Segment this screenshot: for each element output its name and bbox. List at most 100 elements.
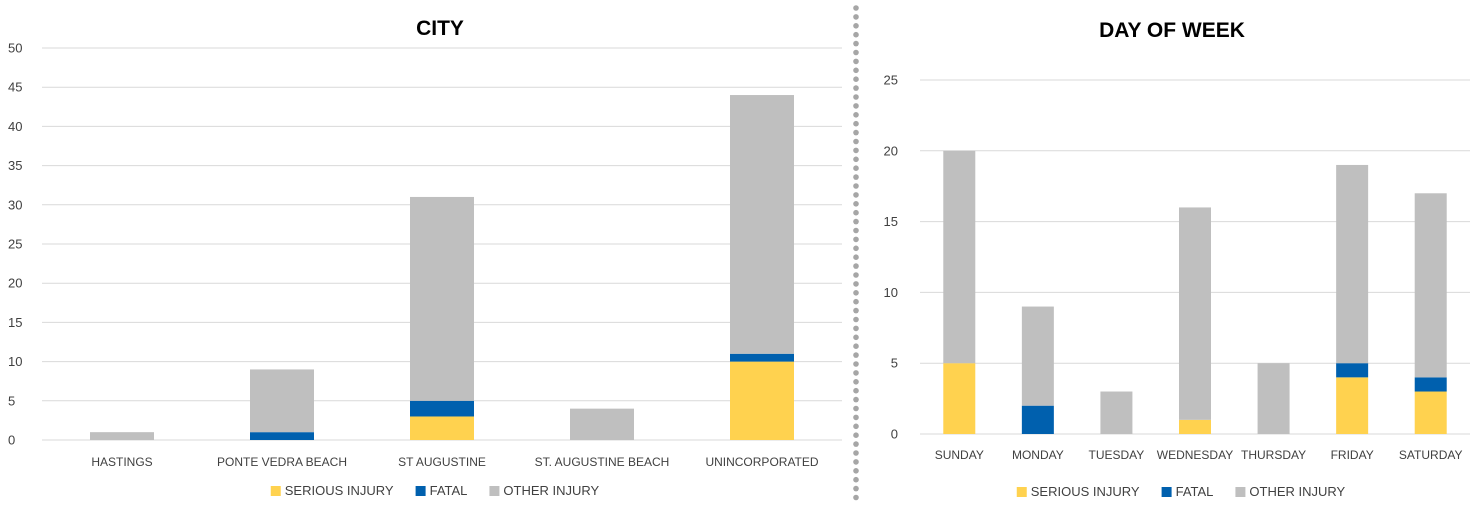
divider-dot bbox=[853, 414, 859, 421]
bar-segment bbox=[410, 400, 474, 417]
divider-dot bbox=[853, 387, 859, 394]
y-tick-label: 50 bbox=[8, 41, 22, 56]
y-tick-label: 0 bbox=[891, 427, 898, 442]
y-tick-label: 15 bbox=[884, 214, 898, 229]
y-tick-label: 10 bbox=[8, 354, 22, 369]
legend: SERIOUS INJURY FATAL OTHER INJURY bbox=[1016, 484, 1346, 499]
x-tick-label: FRIDAY bbox=[1331, 448, 1374, 462]
divider-dot bbox=[853, 58, 859, 65]
legend-swatch bbox=[1161, 487, 1172, 497]
x-tick-label: MONDAY bbox=[1012, 448, 1064, 462]
bar-segment bbox=[730, 95, 794, 354]
y-tick-label: 10 bbox=[884, 285, 898, 300]
divider-dot bbox=[853, 370, 859, 376]
bar-segment bbox=[730, 353, 794, 362]
x-tick-label: PONTE VEDRA BEACH bbox=[217, 455, 347, 469]
legend-item: FATAL bbox=[1161, 484, 1214, 499]
divider-dot bbox=[853, 49, 859, 56]
divider-dot bbox=[853, 23, 859, 29]
y-tick-label: 25 bbox=[8, 237, 22, 252]
y-tick-label: 0 bbox=[8, 433, 15, 448]
divider-dot bbox=[853, 379, 859, 385]
bar-segment bbox=[1336, 377, 1369, 434]
legend-label: FATAL bbox=[1176, 484, 1214, 499]
y-tick-label: 5 bbox=[8, 393, 15, 408]
divider-dot bbox=[853, 147, 859, 154]
y-tick-label: 35 bbox=[8, 158, 22, 173]
legend-swatch bbox=[489, 486, 500, 496]
x-tick-label: HASTINGS bbox=[91, 455, 152, 469]
divider-dot bbox=[853, 334, 859, 341]
divider-dot bbox=[853, 209, 859, 216]
divider-dot bbox=[853, 76, 859, 82]
divider-dot bbox=[853, 423, 859, 430]
divider-dot bbox=[853, 476, 859, 483]
divider-dot bbox=[853, 14, 859, 20]
legend-label: SERIOUS INJURY bbox=[1031, 484, 1140, 499]
bar-segment bbox=[410, 196, 474, 401]
divider-dot bbox=[853, 245, 859, 252]
legend-label: FATAL bbox=[430, 483, 468, 498]
chart-divider bbox=[853, 5, 859, 501]
legend-swatch bbox=[270, 486, 281, 496]
divider-dot bbox=[853, 432, 859, 439]
bar-segment bbox=[730, 361, 794, 440]
bar-segment bbox=[1021, 306, 1054, 406]
x-tick-label: THURSDAY bbox=[1241, 448, 1306, 462]
city-chart: CITY 0 5 10 15 20 25 30 35 40 45 50 HASTINGS PONTE V… bbox=[8, 17, 842, 498]
legend-swatch bbox=[415, 486, 426, 496]
divider-dot bbox=[853, 192, 859, 198]
y-tick-label: 20 bbox=[884, 143, 898, 158]
divider-dot bbox=[853, 307, 859, 314]
x-tick-label: ST AUGUSTINE bbox=[398, 455, 486, 469]
divider-dot bbox=[853, 183, 859, 189]
divider-dot bbox=[853, 31, 859, 38]
bar-segment bbox=[943, 150, 976, 364]
legend-item: FATAL bbox=[415, 483, 468, 498]
x-tick-label: UNINCORPORATED bbox=[705, 455, 818, 469]
x-tick-label: ST. AUGUSTINE BEACH bbox=[535, 455, 670, 469]
divider-dot bbox=[853, 468, 859, 474]
divider-dot bbox=[853, 485, 859, 492]
divider-dot bbox=[853, 227, 859, 234]
divider-dot bbox=[853, 263, 859, 269]
bar-segment bbox=[1179, 419, 1211, 434]
bar-segment bbox=[250, 369, 314, 433]
divider-dot bbox=[853, 441, 859, 447]
divider-dot bbox=[853, 343, 859, 350]
y-tick-label: 45 bbox=[8, 80, 22, 95]
bar-segment bbox=[1021, 405, 1054, 434]
legend-item: SERIOUS INJURY bbox=[270, 483, 394, 498]
divider-dot bbox=[853, 94, 859, 100]
legend-label: OTHER INJURY bbox=[1249, 484, 1345, 499]
y-tick-label: 15 bbox=[8, 315, 22, 330]
divider-dot bbox=[853, 85, 859, 91]
divider-dot bbox=[853, 272, 859, 278]
y-tick-label: 20 bbox=[8, 276, 22, 291]
divider-dot bbox=[853, 218, 859, 225]
divider-dot bbox=[853, 361, 859, 367]
bar-segment bbox=[1100, 391, 1133, 434]
divider-dot bbox=[853, 236, 859, 243]
divider-dot bbox=[853, 316, 859, 323]
divider-dot bbox=[853, 281, 859, 287]
x-tick-label: SATURDAY bbox=[1399, 448, 1463, 462]
y-tick-label: 5 bbox=[891, 356, 898, 371]
y-tick-label: 40 bbox=[8, 119, 22, 134]
bar-segment bbox=[1257, 363, 1290, 434]
divider-dot bbox=[853, 450, 859, 456]
divider-dot bbox=[853, 5, 859, 11]
x-tick-label: SUNDAY bbox=[935, 448, 984, 462]
divider-dot bbox=[853, 165, 859, 171]
bar-segment bbox=[250, 432, 314, 440]
divider-dot bbox=[853, 254, 859, 260]
bar-segment bbox=[1179, 207, 1211, 420]
legend-swatch bbox=[1235, 487, 1246, 497]
divider-dot bbox=[853, 396, 859, 403]
divider-dot bbox=[853, 405, 859, 412]
divider-dot bbox=[853, 112, 859, 118]
divider-dot bbox=[853, 156, 859, 163]
legend-item: OTHER INJURY bbox=[1235, 484, 1346, 499]
divider-dot bbox=[853, 67, 859, 74]
divider-dot bbox=[853, 120, 859, 127]
